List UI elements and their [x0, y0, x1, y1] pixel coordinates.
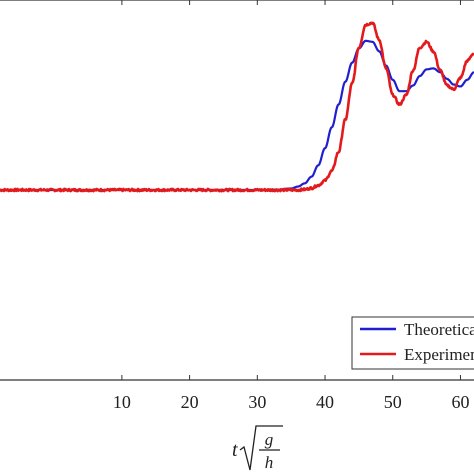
x-axis-label-denominator: h	[265, 453, 274, 472]
x-tick-label: 20	[181, 392, 199, 412]
legend-box	[351, 316, 474, 370]
series-line-experimental	[0, 21, 474, 193]
x-tick-label: 60	[451, 392, 469, 412]
legend-label-experimental: Experimental	[404, 345, 474, 364]
x-ticks: 10 20 30 40 50 60	[113, 0, 469, 412]
x-tick-label: 30	[248, 392, 266, 412]
x-tick-label: 50	[384, 392, 402, 412]
x-tick-label: 40	[316, 392, 334, 412]
x-axis-label-radical-sign	[239, 425, 283, 471]
x-tick-label: 10	[113, 392, 131, 412]
series-layer	[0, 21, 474, 193]
x-axis-label-numerator: g	[265, 430, 274, 449]
x-axis-label: t g h	[232, 425, 283, 472]
series-line-theoretical	[0, 39, 474, 192]
legend-label-theoretical: Theoretical	[404, 320, 474, 339]
x-axis-label-base: t	[232, 439, 238, 461]
axes	[0, 0, 474, 381]
legend: Theoretical Experimental	[351, 316, 474, 370]
